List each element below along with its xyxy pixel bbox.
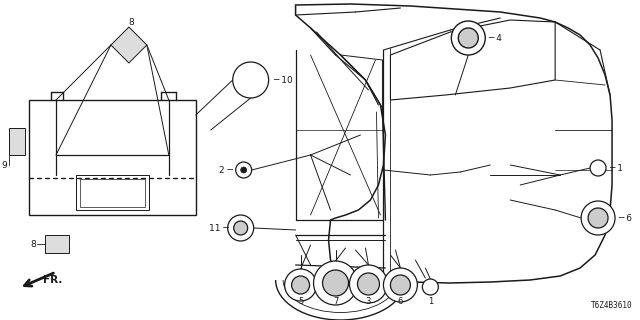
Text: T6Z4B3610: T6Z4B3610 xyxy=(590,301,632,310)
Text: 3: 3 xyxy=(366,298,371,307)
Circle shape xyxy=(236,162,252,178)
Circle shape xyxy=(458,28,478,48)
Circle shape xyxy=(349,265,387,303)
Circle shape xyxy=(581,201,615,235)
Text: 7: 7 xyxy=(333,298,338,307)
Circle shape xyxy=(241,167,246,173)
Text: 8: 8 xyxy=(128,18,134,27)
Polygon shape xyxy=(111,27,147,63)
Circle shape xyxy=(390,275,410,295)
Circle shape xyxy=(588,208,608,228)
Circle shape xyxy=(451,21,485,55)
Text: FR.: FR. xyxy=(43,275,63,285)
Circle shape xyxy=(422,279,438,295)
Text: ─ 1: ─ 1 xyxy=(609,164,623,172)
Polygon shape xyxy=(9,128,25,155)
Text: 2 ─: 2 ─ xyxy=(219,165,233,174)
Text: 9: 9 xyxy=(1,161,7,170)
Text: 1: 1 xyxy=(428,298,433,307)
Circle shape xyxy=(358,273,380,295)
Text: ─ 4: ─ 4 xyxy=(488,34,502,43)
Circle shape xyxy=(234,221,248,235)
Text: ─ 6: ─ 6 xyxy=(618,213,632,222)
Circle shape xyxy=(233,62,269,98)
Circle shape xyxy=(285,269,317,301)
Text: ─ 10: ─ 10 xyxy=(273,76,292,84)
Text: 6: 6 xyxy=(397,298,403,307)
Circle shape xyxy=(590,160,606,176)
Circle shape xyxy=(228,215,253,241)
Circle shape xyxy=(383,268,417,302)
Polygon shape xyxy=(45,235,69,253)
Text: 8: 8 xyxy=(30,239,36,249)
Circle shape xyxy=(323,270,349,296)
Text: 11 ─: 11 ─ xyxy=(209,223,228,233)
Text: 5: 5 xyxy=(298,298,303,307)
Circle shape xyxy=(314,261,358,305)
Circle shape xyxy=(292,276,310,294)
